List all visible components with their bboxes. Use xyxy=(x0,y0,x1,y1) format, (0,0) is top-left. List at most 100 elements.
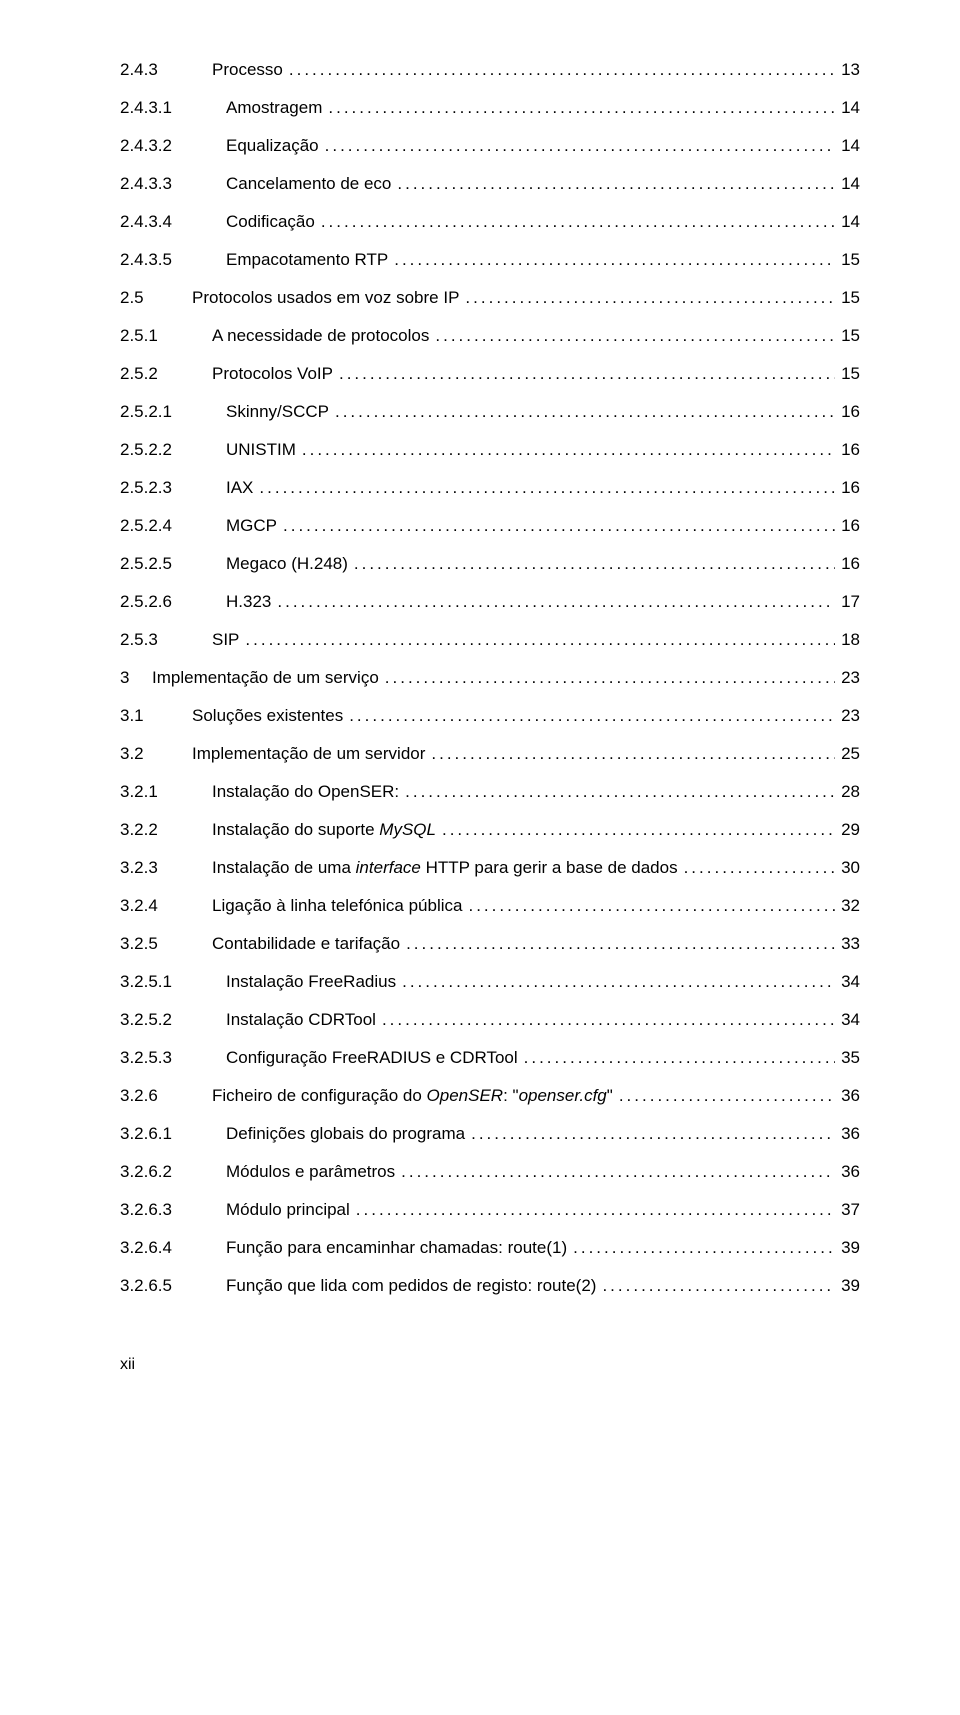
toc-leader-dots xyxy=(349,706,835,726)
toc-entry: 3.2.5.3Configuração FreeRADIUS e CDRTool… xyxy=(120,1048,860,1068)
toc-entry: 2.4.3.1Amostragem14 xyxy=(120,98,860,118)
toc-entry: 2.4.3.4Codificação14 xyxy=(120,212,860,232)
toc-section-number: 3.2.1 xyxy=(120,782,212,802)
toc-section-number: 3.2.3 xyxy=(120,858,212,878)
toc-leader-dots xyxy=(382,1010,835,1030)
toc-leader-dots xyxy=(619,1086,835,1106)
toc-leader-dots xyxy=(356,1200,835,1220)
toc-leader-dots xyxy=(465,288,835,308)
toc-page-number: 25 xyxy=(841,744,860,764)
toc-page-number: 23 xyxy=(841,668,860,688)
toc-section-title: Módulos e parâmetros xyxy=(226,1162,395,1182)
toc-section-title: Instalação FreeRadius xyxy=(226,972,396,992)
toc-section-number: 2.4.3.5 xyxy=(120,250,226,270)
toc-leader-dots xyxy=(602,1276,835,1296)
toc-entry: 2.4.3.3Cancelamento de eco14 xyxy=(120,174,860,194)
toc-entry: 2.5.2.4MGCP16 xyxy=(120,516,860,536)
toc-page-number: 17 xyxy=(841,592,860,612)
toc-entry: 2.5.3SIP18 xyxy=(120,630,860,650)
toc-section-number: 2.4.3.3 xyxy=(120,174,226,194)
toc-entry: 3.2.1Instalação do OpenSER:28 xyxy=(120,782,860,802)
table-of-contents: 2.4.3Processo132.4.3.1Amostragem142.4.3.… xyxy=(120,60,860,1296)
toc-section-title: Protocolos usados em voz sobre IP xyxy=(192,288,459,308)
toc-section-title: Processo xyxy=(212,60,283,80)
toc-section-title: Skinny/SCCP xyxy=(226,402,329,422)
toc-leader-dots xyxy=(402,972,835,992)
toc-section-title: IAX xyxy=(226,478,253,498)
toc-leader-dots xyxy=(277,592,835,612)
toc-section-number: 2.4.3.4 xyxy=(120,212,226,232)
toc-entry: 3.2.6Ficheiro de configuração do OpenSER… xyxy=(120,1086,860,1106)
toc-section-number: 3.2.6 xyxy=(120,1086,212,1106)
toc-section-number: 3.2.5.2 xyxy=(120,1010,226,1030)
toc-entry: 3.2.6.5Função que lida com pedidos de re… xyxy=(120,1276,860,1296)
toc-leader-dots xyxy=(325,136,835,156)
toc-leader-dots xyxy=(328,98,835,118)
toc-page-number: 36 xyxy=(841,1124,860,1144)
toc-leader-dots xyxy=(471,1124,835,1144)
toc-section-title: Empacotamento RTP xyxy=(226,250,388,270)
toc-leader-dots xyxy=(435,326,835,346)
toc-entry: 2.4.3.2Equalização14 xyxy=(120,136,860,156)
toc-section-number: 3.2.4 xyxy=(120,896,212,916)
toc-leader-dots xyxy=(245,630,835,650)
toc-page-number: 15 xyxy=(841,288,860,308)
toc-entry: 3.2.6.4Função para encaminhar chamadas: … xyxy=(120,1238,860,1258)
toc-section-title: Instalação do suporte MySQL xyxy=(212,820,436,840)
page-number-footer: xii xyxy=(120,1356,860,1374)
toc-section-number: 3.2.6.3 xyxy=(120,1200,226,1220)
toc-leader-dots xyxy=(406,934,835,954)
toc-leader-dots xyxy=(394,250,835,270)
toc-page-number: 16 xyxy=(841,554,860,574)
toc-section-title: H.323 xyxy=(226,592,271,612)
toc-section-title: Implementação de um servidor xyxy=(192,744,425,764)
toc-section-number: 2.5 xyxy=(120,288,192,308)
toc-entry: 3.2.5.1Instalação FreeRadius34 xyxy=(120,972,860,992)
toc-entry: 3.2.6.1Definições globais do programa36 xyxy=(120,1124,860,1144)
toc-section-number: 3.2.6.5 xyxy=(120,1276,226,1296)
toc-page-number: 34 xyxy=(841,972,860,992)
toc-section-number: 2.5.2.1 xyxy=(120,402,226,422)
toc-section-title: Equalização xyxy=(226,136,319,156)
toc-entry: 3.2.2Instalação do suporte MySQL29 xyxy=(120,820,860,840)
toc-section-number: 2.5.2.6 xyxy=(120,592,226,612)
toc-entry: 2.5.1A necessidade de protocolos15 xyxy=(120,326,860,346)
toc-page-number: 16 xyxy=(841,478,860,498)
toc-section-title: Instalação CDRTool xyxy=(226,1010,376,1030)
toc-entry: 2.5Protocolos usados em voz sobre IP 15 xyxy=(120,288,860,308)
toc-leader-dots xyxy=(259,478,835,498)
toc-entry: 2.5.2.3IAX16 xyxy=(120,478,860,498)
toc-leader-dots xyxy=(321,212,835,232)
toc-leader-dots xyxy=(442,820,835,840)
toc-section-title: Módulo principal xyxy=(226,1200,350,1220)
toc-section-title: Ligação à linha telefónica pública xyxy=(212,896,462,916)
toc-section-number: 2.5.2.5 xyxy=(120,554,226,574)
toc-leader-dots xyxy=(289,60,835,80)
toc-section-title: Megaco (H.248) xyxy=(226,554,348,574)
toc-entry: 2.4.3.5Empacotamento RTP15 xyxy=(120,250,860,270)
toc-page-number: 35 xyxy=(841,1048,860,1068)
toc-section-number: 3.2.6.4 xyxy=(120,1238,226,1258)
toc-section-title: Instalação do OpenSER: xyxy=(212,782,399,802)
toc-leader-dots xyxy=(397,174,835,194)
toc-section-number: 3.2.6.2 xyxy=(120,1162,226,1182)
toc-entry: 2.4.3Processo13 xyxy=(120,60,860,80)
toc-section-title: Instalação de uma interface HTTP para ge… xyxy=(212,858,678,878)
toc-section-title: Contabilidade e tarifação xyxy=(212,934,400,954)
toc-leader-dots xyxy=(354,554,835,574)
toc-section-title: UNISTIM xyxy=(226,440,296,460)
toc-leader-dots xyxy=(405,782,835,802)
toc-leader-dots xyxy=(431,744,835,764)
toc-entry: 3.1Soluções existentes23 xyxy=(120,706,860,726)
toc-section-number: 2.4.3.1 xyxy=(120,98,226,118)
toc-section-title: A necessidade de protocolos xyxy=(212,326,429,346)
toc-section-title: Soluções existentes xyxy=(192,706,343,726)
toc-leader-dots xyxy=(335,402,835,422)
toc-section-number: 3 xyxy=(120,668,152,688)
toc-leader-dots xyxy=(684,858,836,878)
toc-page-number: 34 xyxy=(841,1010,860,1030)
toc-entry: 3.2.5Contabilidade e tarifação33 xyxy=(120,934,860,954)
toc-page-number: 16 xyxy=(841,516,860,536)
toc-section-title: Implementação de um serviço xyxy=(152,668,379,688)
toc-section-number: 3.2.5 xyxy=(120,934,212,954)
